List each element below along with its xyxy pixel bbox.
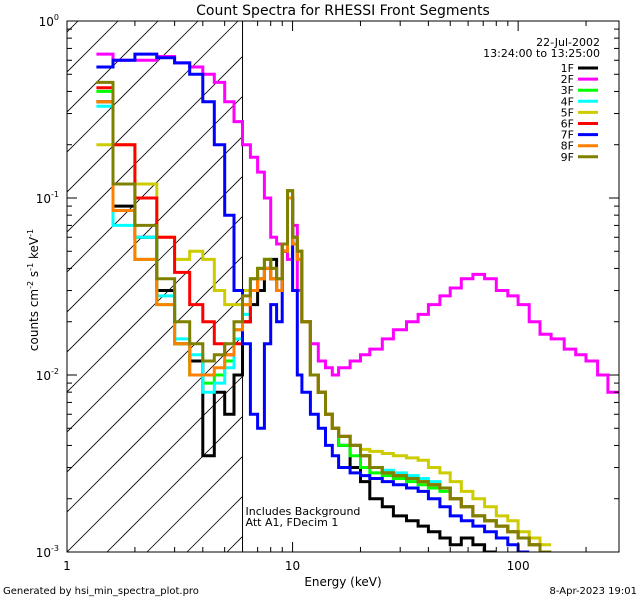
hatch-line-20 [267,0,640,552]
series-2F [96,52,619,394]
series-5F [96,143,552,547]
footer-timestamp: 8-Apr-2023 19:01 [550,586,637,597]
date-label: 22-Jul-2002 [536,36,600,49]
hatch-line-8 [67,95,243,273]
y-tick-label: 10-2 [36,367,59,383]
hatch-line-15 [67,375,243,552]
hatch-line-10 [67,175,243,353]
series-8F [96,100,552,552]
y-axis-label: counts cm-2 s-1 keV-1 [26,229,41,351]
hatch-line-19 [226,535,243,552]
x-tick-label: 10 [285,559,300,573]
series-3F [96,89,552,552]
axis-ticks [66,20,619,553]
legend-label-2F: 2F [561,73,574,86]
legend-label-5F: 5F [561,106,574,119]
hatch-line-7 [67,55,243,233]
x-axis-label: Energy (keV) [304,575,381,589]
legend-label-8F: 8F [561,140,574,153]
legend-label-9F: 9F [561,151,574,164]
legend-label-3F: 3F [561,84,574,97]
plot-frame [66,20,620,553]
y-tick-labels: 10-3 10-2 10-1 100 [36,13,59,560]
series-9F [96,80,552,552]
hatch-line-16 [106,415,243,552]
x-tick-label: 100 [507,559,530,573]
y-tick-label: 10-3 [36,544,59,560]
annotation-attenuator: Att A1, FDecim 1 [246,516,339,529]
series-6F [96,86,552,552]
annotation-background: Includes Background [246,505,361,518]
hatch-line-14 [67,335,243,513]
legend-label-6F: 6F [561,118,574,131]
legend-label-7F: 7F [561,129,574,142]
series-group [96,52,619,552]
hatch-line-0 [0,0,167,552]
series-7F [96,52,530,552]
footer-generated-by: Generated by hsi_min_spectra_plot.pro [3,586,199,597]
legend-label-1F: 1F [561,62,574,75]
x-tick-label: 1 [63,559,71,573]
hatch-line-13 [67,295,243,473]
hatch-line-9 [67,135,243,313]
y-tick-label: 10-1 [36,190,59,206]
legend-label-4F: 4F [561,95,574,108]
y-tick-label: 100 [39,13,59,29]
time-range-label: 13:24:00 to 13:25:00 [483,47,600,60]
chart-title: Count Spectra for RHESSI Front Segments [196,3,490,19]
series-4F [96,104,552,552]
x-tick-labels: 1 10 100 [63,559,529,573]
hatched-region [0,0,640,552]
hatch-line-11 [67,215,243,393]
